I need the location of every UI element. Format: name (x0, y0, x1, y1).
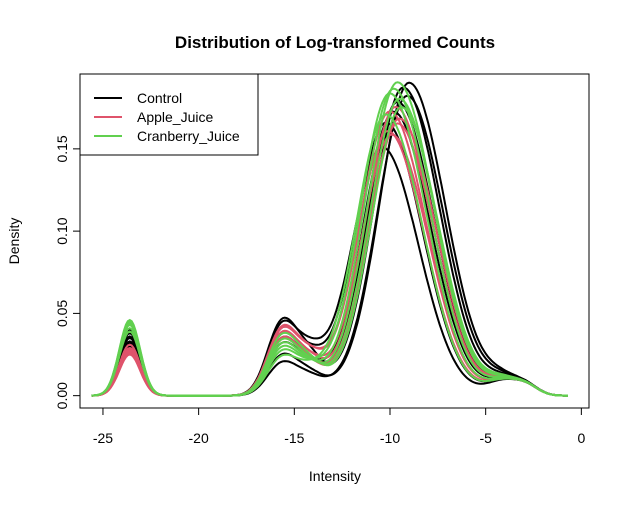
y-axis: 0.00 0.05 0.10 0.15 (54, 135, 81, 409)
legend-label: Apple_Juice (137, 109, 213, 125)
legend: Control Apple_Juice Cranberry_Juice (79, 73, 259, 156)
y-tick-label: 0.05 (54, 300, 70, 327)
density-line-cranberry-juice-6 (91, 97, 568, 397)
legend-label: Cranberry_Juice (137, 128, 240, 144)
x-tick-label: -20 (189, 430, 209, 446)
y-tick-label: 0.15 (54, 135, 70, 162)
x-axis-label: Intensity (309, 468, 361, 484)
y-tick-label: 0.00 (54, 382, 70, 409)
y-axis-label: Density (6, 218, 22, 265)
x-tick-label: -25 (93, 430, 113, 446)
density-curves (91, 81, 568, 397)
x-tick-label: -5 (479, 430, 492, 446)
y-tick-label: 0.10 (54, 217, 70, 244)
legend-label: Control (137, 90, 182, 106)
x-tick-label: -10 (380, 430, 400, 446)
x-tick-label: -15 (284, 430, 304, 446)
chart-title: Distribution of Log-transformed Counts (175, 33, 495, 52)
x-tick-label: 0 (577, 430, 585, 446)
legend-box (79, 73, 259, 156)
x-axis: -25 -20 -15 -10 -5 0 (93, 407, 585, 446)
